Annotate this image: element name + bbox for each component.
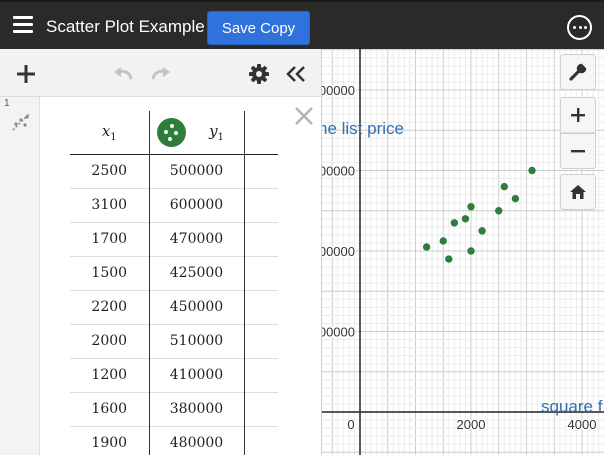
x-tick-label: 0: [347, 417, 354, 432]
scatter-point[interactable]: [495, 207, 503, 215]
table-row: 3100 600000: [70, 187, 278, 222]
table-header-row: x1 y1: [70, 111, 278, 155]
y-column-label: y: [209, 121, 218, 140]
y-axis-label: he list price: [322, 119, 404, 138]
scatter-point[interactable]: [467, 247, 475, 255]
y-cell[interactable]: 470000: [149, 221, 245, 256]
zoom-in-button[interactable]: [560, 97, 596, 133]
empty-column-header[interactable]: [244, 111, 278, 155]
expression-index: 1: [4, 98, 10, 109]
y-cell[interactable]: 380000: [149, 391, 245, 426]
y-cell[interactable]: 425000: [149, 255, 245, 290]
x-cell[interactable]: 1900: [70, 425, 150, 455]
wrench-icon: [569, 63, 587, 81]
empty-cell[interactable]: [244, 425, 278, 455]
x-column-subscript: 1: [110, 131, 117, 143]
y-cell[interactable]: 450000: [149, 289, 245, 324]
table-row: 1600 380000: [70, 391, 278, 426]
scatter-point[interactable]: [445, 255, 453, 263]
expression-panel: 1 x1 y1 2500 500000 3100: [0, 49, 322, 455]
home-icon: [570, 185, 586, 199]
plus-icon: [571, 108, 585, 122]
y-column-subscript: 1: [217, 131, 224, 143]
empty-cell[interactable]: [244, 289, 278, 324]
scatter-point[interactable]: [450, 219, 459, 227]
point-style-icon[interactable]: [156, 118, 186, 147]
data-table: x1 y1 2500 500000 3100 600000 1700 470000 1500…: [70, 111, 278, 455]
scatter-point[interactable]: [500, 182, 508, 191]
x-column-label: x: [101, 121, 111, 140]
scatter-point[interactable]: [478, 227, 486, 235]
empty-cell[interactable]: [244, 187, 278, 222]
zoom-out-button[interactable]: [560, 133, 596, 169]
x-axis-label: square f: [541, 397, 603, 416]
x-cell[interactable]: 1600: [70, 391, 150, 426]
table-row: 2200 450000: [70, 289, 278, 324]
add-item-icon[interactable]: [13, 61, 39, 87]
x-cell[interactable]: 1700: [70, 221, 150, 256]
x-cell[interactable]: 1200: [70, 357, 150, 392]
scatter-point[interactable]: [461, 215, 470, 223]
minus-icon: [571, 150, 585, 153]
y-tick-label: 200000: [322, 325, 355, 340]
y-cell[interactable]: 480000: [149, 425, 245, 455]
x-column-header[interactable]: x1: [70, 111, 150, 155]
x-cell[interactable]: 2500: [70, 153, 150, 188]
y-column-header[interactable]: y1: [149, 111, 245, 155]
table-row: 1500 425000: [70, 255, 278, 290]
y-cell[interactable]: 510000: [149, 323, 245, 358]
menu-icon[interactable]: [13, 16, 33, 34]
x-cell[interactable]: 2200: [70, 289, 150, 324]
home-view-button[interactable]: [560, 174, 596, 210]
empty-cell[interactable]: [244, 255, 278, 290]
graph-title[interactable]: Scatter Plot Example: [46, 17, 205, 36]
table-regression-icon[interactable]: [11, 112, 31, 132]
empty-cell[interactable]: [244, 391, 278, 426]
x-tick-label: 2000: [457, 417, 486, 432]
table-row: 2500 500000: [70, 153, 278, 188]
x-cell[interactable]: 1500: [70, 255, 150, 290]
expression-gutter: 1: [0, 97, 40, 455]
expression-toolbar: [0, 49, 321, 97]
empty-cell[interactable]: [244, 221, 278, 256]
table-row: 1700 470000: [70, 221, 278, 256]
x-cell[interactable]: 2000: [70, 323, 150, 358]
empty-cell[interactable]: [244, 357, 278, 392]
empty-cell[interactable]: [244, 323, 278, 358]
collapse-list-icon[interactable]: [283, 61, 309, 87]
table-body: 2500 500000 3100 600000 1700 470000 1500 425000…: [70, 153, 278, 455]
gear-icon[interactable]: [246, 61, 272, 87]
scatter-point[interactable]: [511, 194, 520, 203]
y-tick-label: 600000: [322, 164, 355, 179]
redo-icon[interactable]: [148, 61, 174, 87]
top-bar: Scatter Plot Example Save Copy: [0, 0, 604, 49]
y-cell[interactable]: 600000: [149, 187, 245, 222]
scatter-point[interactable]: [422, 243, 431, 251]
x-tick-label: 4000: [568, 417, 597, 432]
graph-settings-button[interactable]: [560, 54, 596, 90]
table-row: 1900 480000: [70, 425, 278, 455]
scatter-point[interactable]: [439, 237, 447, 245]
y-tick-label: 400000: [322, 244, 355, 259]
x-cell[interactable]: 3100: [70, 187, 150, 222]
empty-cell[interactable]: [244, 153, 278, 188]
more-options-icon[interactable]: [567, 15, 592, 40]
save-copy-button[interactable]: Save Copy: [207, 11, 310, 45]
table-row: 1200 410000: [70, 357, 278, 392]
undo-icon[interactable]: [110, 61, 136, 87]
scatter-point[interactable]: [528, 166, 536, 175]
scatter-point[interactable]: [467, 203, 475, 211]
y-cell[interactable]: 500000: [149, 153, 245, 188]
table-row: 2000 510000: [70, 323, 278, 358]
y-cell[interactable]: 410000: [149, 357, 245, 392]
close-icon[interactable]: [292, 104, 316, 128]
